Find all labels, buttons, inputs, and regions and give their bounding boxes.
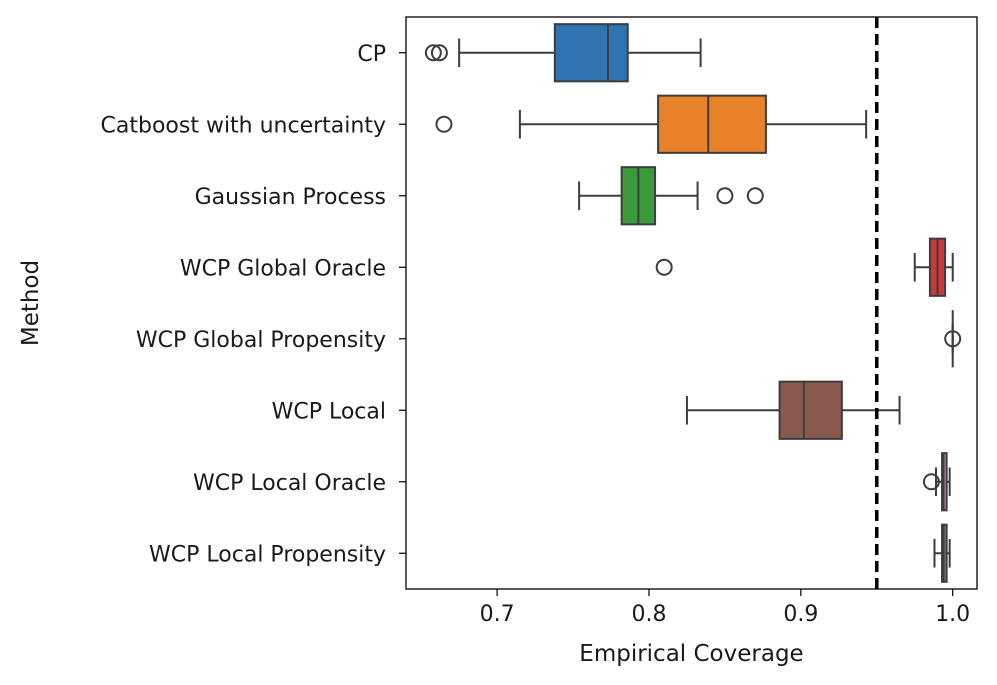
box-group	[944, 310, 962, 368]
outlier-point	[435, 115, 453, 133]
plot-frame	[405, 16, 978, 590]
y-axis-title: Method	[18, 260, 44, 346]
category-label: Catboost with uncertainty	[101, 113, 386, 138]
category-label: WCP Local	[272, 399, 386, 424]
box-iqr	[553, 23, 629, 83]
category-label: CP	[357, 42, 386, 67]
box-group	[424, 23, 702, 83]
outlier-point	[655, 258, 673, 276]
x-axis-ticks: 0.7 0.8 0.9 1.0	[480, 589, 970, 627]
x-tick-label: 0.8	[631, 602, 666, 627]
y-axis-categories: CP Catboost with uncertainty Gaussian Proc…	[101, 42, 406, 567]
outlier-point	[424, 44, 442, 62]
box-group	[933, 523, 951, 583]
category-label: WCP Global Oracle	[180, 256, 386, 281]
outlier-point	[922, 473, 940, 491]
box-group	[922, 452, 951, 512]
box-group	[578, 166, 764, 226]
category-label: WCP Local Propensity	[149, 542, 386, 567]
outlier-point	[430, 44, 448, 62]
outlier-point	[944, 330, 962, 348]
outlier-point	[746, 187, 764, 205]
x-tick-label: 1.0	[935, 602, 970, 627]
category-label: WCP Global Propensity	[136, 328, 386, 353]
x-axis-title: Empirical Coverage	[579, 641, 803, 667]
category-label: Gaussian Process	[195, 185, 386, 210]
x-tick-label: 0.9	[783, 602, 818, 627]
box-group	[655, 237, 954, 297]
boxes-layer	[424, 23, 962, 583]
box-iqr	[657, 94, 767, 154]
box-group	[685, 380, 901, 440]
category-label: WCP Local Oracle	[193, 471, 386, 496]
x-tick-label: 0.7	[480, 602, 515, 627]
outlier-point	[716, 187, 734, 205]
box-iqr	[778, 380, 843, 440]
box-group	[435, 94, 868, 154]
